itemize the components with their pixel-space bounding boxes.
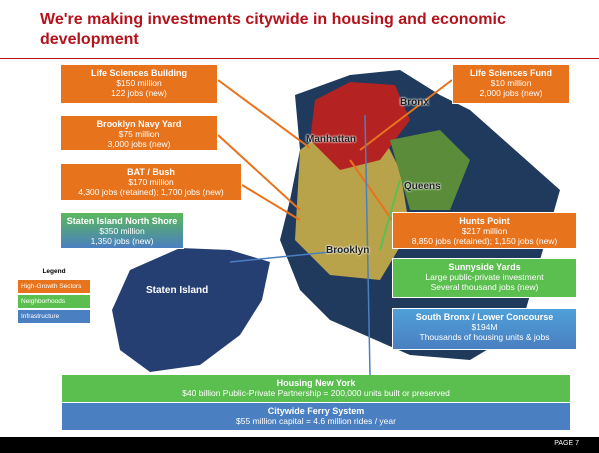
callout-line: $350 million bbox=[99, 226, 145, 236]
callout: Brooklyn Navy Yard $75 million 3,000 jobs … bbox=[60, 115, 218, 151]
callout-line: 1,350 jobs (new) bbox=[90, 236, 154, 246]
connectors bbox=[217, 79, 453, 221]
callout-line: $194M bbox=[471, 322, 498, 332]
callout-line: Thousands of housing units & jobs bbox=[419, 332, 550, 342]
callout-title: South Bronx / Lower Concourse bbox=[415, 312, 554, 322]
page-number: PAGE 7 bbox=[554, 440, 579, 447]
callout-line: 2,000 jobs (new) bbox=[479, 88, 543, 98]
callout: Hunts Point $217 million 8,850 jobs (retai… bbox=[392, 212, 577, 249]
map-label: Bronx bbox=[400, 97, 429, 108]
callout-title: Sunnyside Yards bbox=[448, 262, 521, 272]
bar-text: $55 million capital = 4.6 million rides … bbox=[236, 416, 396, 426]
staten-island bbox=[112, 248, 270, 372]
callout: BAT / Bush $170 million 4,300 jobs (retain… bbox=[60, 163, 242, 201]
callout-title: BAT / Bush bbox=[127, 167, 175, 177]
callout: South Bronx / Lower Concourse $194M Thousa… bbox=[392, 308, 577, 350]
map-label: Brooklyn bbox=[326, 245, 370, 256]
callout: Life Sciences Fund $10 million 2,000 jobs … bbox=[452, 64, 570, 104]
callout-line: 122 jobs (new) bbox=[111, 88, 167, 98]
title-rule bbox=[0, 58, 599, 59]
callout: Life Sciences Building $150 million 122 jo… bbox=[60, 64, 218, 104]
footer: PAGE 7 bbox=[0, 437, 599, 453]
city-blocks bbox=[295, 120, 410, 280]
bar-title: Housing New York bbox=[276, 378, 356, 388]
callout-line: 8,850 jobs (retained); 1,150 jobs (new) bbox=[411, 236, 558, 246]
queens-area bbox=[390, 130, 470, 210]
callout-line: $10 million bbox=[490, 78, 532, 88]
legend-title: Legend bbox=[42, 268, 66, 275]
callout-line: 3,000 jobs (new) bbox=[107, 139, 171, 149]
callout-title: Life Sciences Building bbox=[90, 68, 188, 78]
callout-line: Several thousand jobs (new) bbox=[430, 282, 539, 292]
legend-item: Neighborhoods bbox=[18, 295, 90, 308]
callout-line: $170 million bbox=[128, 177, 174, 187]
callout-line: $217 million bbox=[461, 226, 508, 236]
callout-title: Life Sciences Fund bbox=[469, 68, 553, 78]
callout-title: Brooklyn Navy Yard bbox=[96, 119, 182, 129]
callout-line: $150 million bbox=[116, 78, 162, 88]
map-label: Staten Island bbox=[146, 285, 209, 296]
callout-line: 4,300 jobs (retained); 1,700 jobs (new) bbox=[78, 187, 224, 197]
bar: Citywide Ferry System $55 million capital… bbox=[62, 403, 570, 430]
legend-item: Infrastructure bbox=[18, 310, 90, 323]
callout-title: Staten Island North Shore bbox=[66, 216, 178, 226]
callout: Sunnyside Yards Large public-private inve… bbox=[392, 258, 577, 298]
map-label: Manhattan bbox=[306, 134, 356, 145]
title: We're making investments citywide in hou… bbox=[40, 11, 506, 48]
legend: Legend High-Growth Sectors Neighborhoods… bbox=[18, 265, 90, 331]
callout-line: Large public-private investment bbox=[425, 272, 544, 282]
bar: Housing New York $40 billion Public-Priva… bbox=[62, 375, 570, 402]
ferry-lines bbox=[229, 114, 371, 376]
map-label: Queens bbox=[404, 181, 441, 192]
callout-line: $75 million bbox=[118, 129, 160, 139]
bar-title: Citywide Ferry System bbox=[267, 406, 365, 416]
neighborhood-line bbox=[379, 179, 401, 251]
callout: Staten Island North Shore $350 million 1,3… bbox=[60, 212, 184, 249]
legend-item: High-Growth Sectors bbox=[18, 280, 90, 293]
callout-title: Hunts Point bbox=[459, 216, 510, 226]
manhattan-towers bbox=[310, 82, 410, 170]
bar-text: $40 billion Public-Private Partnership =… bbox=[182, 388, 450, 398]
